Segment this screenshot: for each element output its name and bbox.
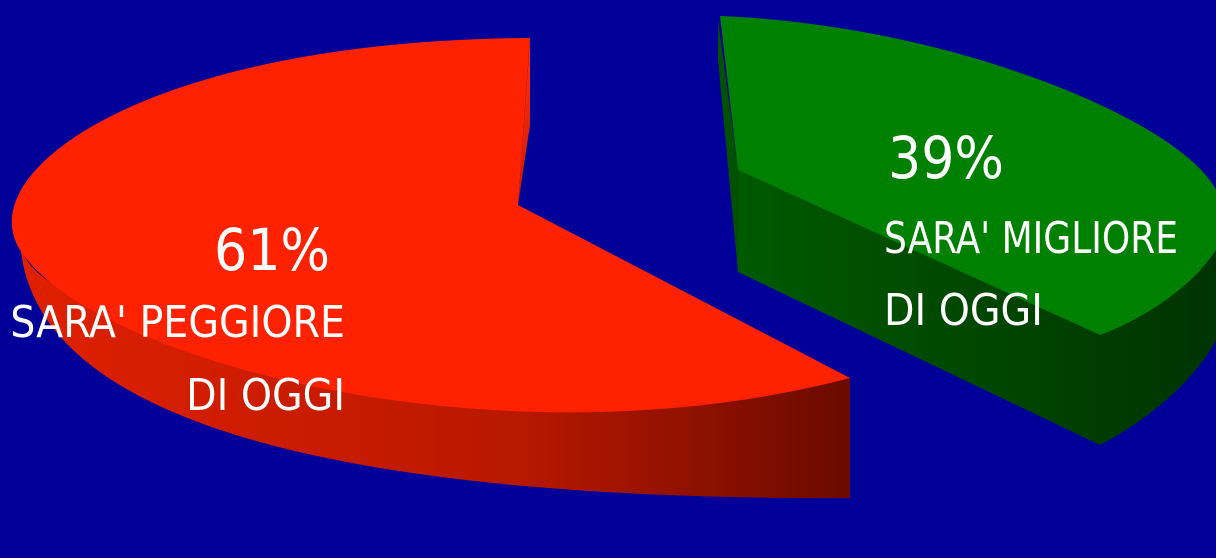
slice-peggiore-side [20,240,850,499]
peggiore-label-line1: SARA' PEGGIORE [10,297,345,348]
migliore-label-line2: DI OGGI [884,285,1043,336]
slice-migliore-top [720,16,1216,335]
slice-peggiore-inner [518,40,530,205]
migliore-percent-label: 39% [888,124,1004,192]
slice-migliore-side [738,170,1216,445]
slice-migliore-inner-side [718,20,738,272]
migliore-label-line1: SARA' MIGLIORE [884,213,1178,264]
peggiore-label-line2: DI OGGI [186,370,345,421]
slice-peggiore-top [11,38,850,413]
slice-peggiore [11,38,850,499]
peggiore-percent-label: 61% [214,216,330,284]
slice-migliore [718,16,1216,445]
